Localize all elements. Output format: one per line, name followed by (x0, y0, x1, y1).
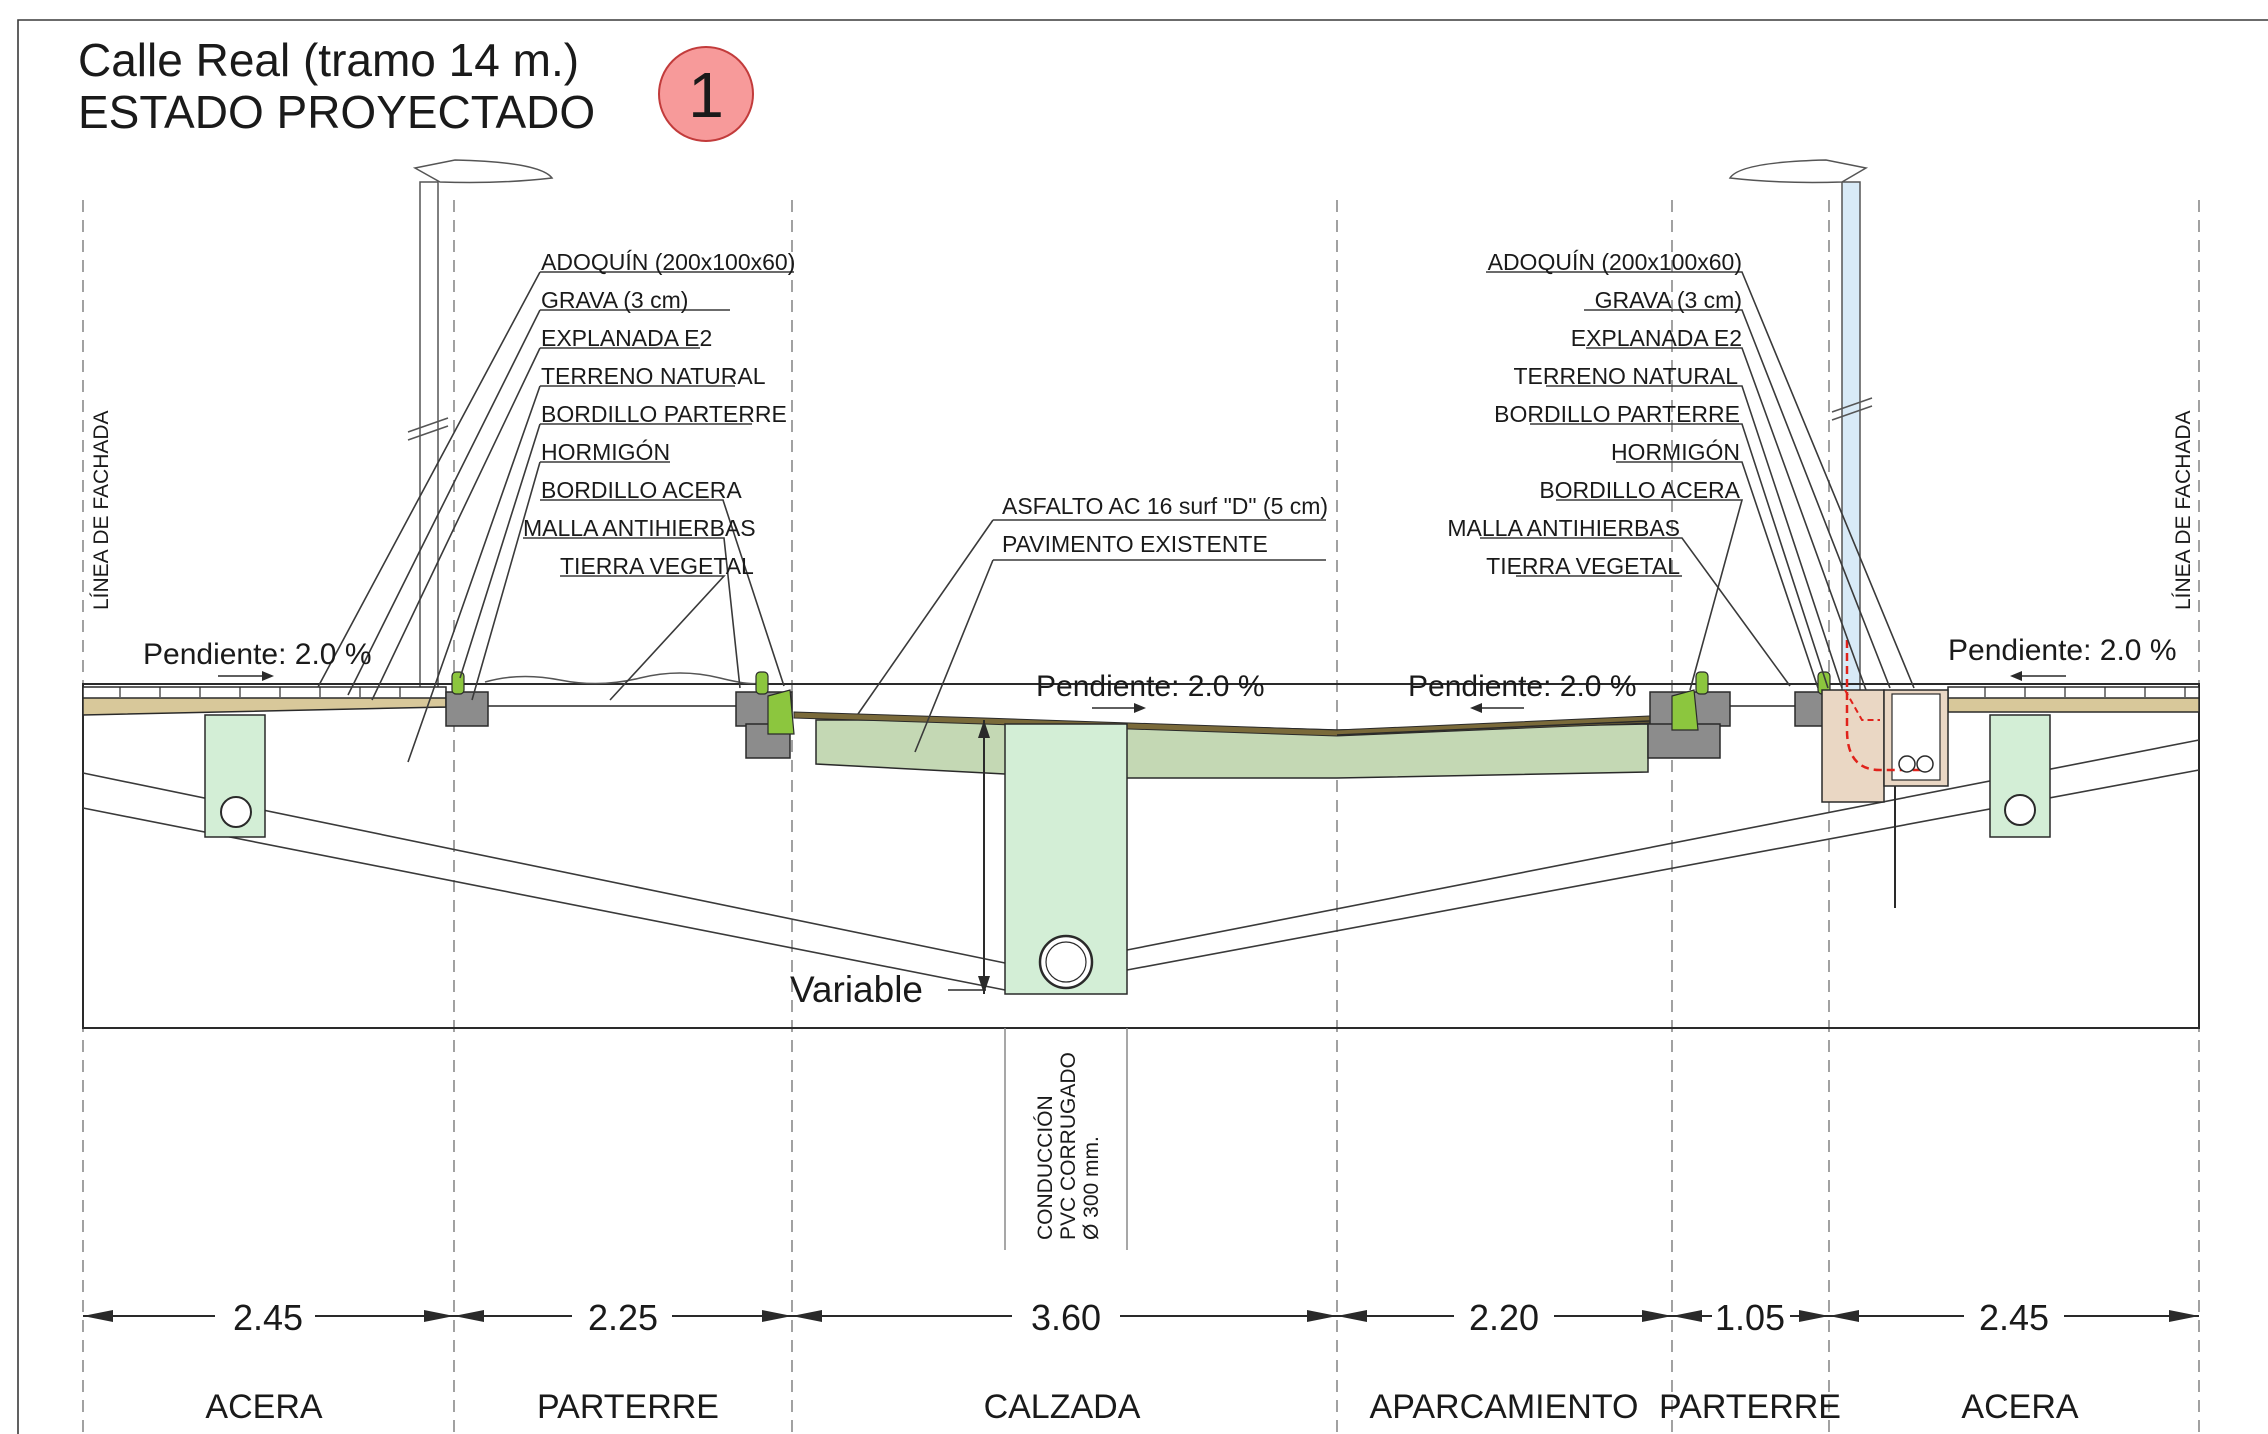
right-curb-green-cap (1695, 671, 1709, 695)
right-pipe-block (1989, 714, 2051, 838)
right-sidewalk-base (1947, 697, 2200, 713)
slope-right-sidewalk: Pendiente: 2.0 % (1948, 634, 2177, 667)
dimension-values: 2.45 2.25 3.60 2.20 1.05 2.45 (215, 1296, 2064, 1338)
dimension-parterre-right: 1.05 (1715, 1297, 1785, 1338)
dimension-aparcamiento: 2.20 (1469, 1297, 1539, 1338)
label-pavimento-existente: PAVIMENTO EXISTENTE (1002, 531, 1268, 557)
zone-labels: ACERA PARTERRE CALZADA APARCAMIENTO PART… (205, 1388, 2078, 1426)
slope-road-left: Pendiente: 2.0 % (1036, 670, 1265, 703)
left-label-malla: MALLA ANTIHIERBAS (523, 515, 756, 541)
conduit-label-3: Ø 300 mm. (1080, 1136, 1103, 1240)
left-sidewalk-base (82, 697, 447, 716)
right-label-tierra: TIERRA VEGETAL (1486, 553, 1680, 579)
zone-parterre-left: PARTERRE (537, 1388, 719, 1426)
zone-calzada: CALZADA (984, 1388, 1141, 1426)
facade-line-label-right: LÍNEA DE FACHADA (2172, 410, 2195, 610)
section-number-badge (658, 46, 754, 142)
slope-left-sidewalk: Pendiente: 2.0 % (143, 638, 372, 671)
conduit-pipe (1038, 934, 1094, 990)
zone-parterre-right: PARTERRE (1659, 1388, 1841, 1426)
left-road-curb-green (767, 689, 795, 735)
sheet-frame (17, 19, 2268, 1434)
zone-acera-right: ACERA (1961, 1388, 2078, 1426)
street-lamp-left (407, 159, 554, 693)
right-label-adoquin: ADOQUÍN (200x100x60) (1488, 249, 1742, 275)
section-number: 1 (688, 59, 724, 131)
right-layer-labels: ADOQUÍN (200x100x60) GRAVA (3 cm) EXPLAN… (1447, 249, 1742, 579)
section-outline (82, 683, 2200, 1029)
axis-lines (82, 200, 2200, 1434)
electrical-box (1821, 640, 1949, 908)
dimension-acera-right: 2.45 (1979, 1297, 2049, 1338)
right-label-grava: GRAVA (3 cm) (1595, 287, 1742, 313)
title-line-2: ESTADO PROYECTADO (78, 86, 595, 138)
slope-road-right: Pendiente: 2.0 % (1408, 670, 1637, 703)
left-label-terreno: TERRENO NATURAL (541, 363, 766, 389)
left-label-grava: GRAVA (3 cm) (541, 287, 688, 313)
facade-line-label-left: LÍNEA DE FACHADA (90, 410, 113, 610)
center-leader-lines (857, 519, 1326, 753)
left-label-bordillo-parterre: BORDILLO PARTERRE (541, 401, 787, 427)
zone-aparcamiento: APARCAMIENTO (1370, 1388, 1639, 1426)
dimension-parterre-left: 2.25 (588, 1297, 658, 1338)
left-parterre-curb-green (451, 671, 465, 695)
right-label-malla: MALLA ANTIHIERBAS (1447, 515, 1680, 541)
variable-label: Variable (790, 969, 923, 1010)
right-label-terreno: TERRENO NATURAL (1514, 363, 1739, 389)
left-pipe-block (204, 714, 266, 838)
conduit-label-2: PVC CORRUGADO (1057, 1052, 1080, 1240)
left-parterre-soil (484, 672, 763, 685)
dimension-calzada: 3.60 (1031, 1297, 1101, 1338)
right-label-bordillo-acera: BORDILLO ACERA (1539, 477, 1740, 503)
left-layer-labels: ADOQUÍN (200x100x60) GRAVA (3 cm) EXPLAN… (523, 249, 795, 579)
conduit-label-1: CONDUCCIÓN (1034, 1095, 1057, 1240)
label-asfalto: ASFALTO AC 16 surf "D" (5 cm) (1002, 493, 1328, 519)
left-label-explanada: EXPLANADA E2 (541, 325, 712, 351)
zone-acera-left: ACERA (205, 1388, 322, 1426)
right-label-hormigon: HORMIGÓN (1611, 439, 1740, 465)
left-parterre-curb (445, 691, 489, 727)
right-label-explanada: EXPLANADA E2 (1571, 325, 1742, 351)
dimension-acera-left: 2.45 (233, 1297, 303, 1338)
left-label-adoquin: ADOQUÍN (200x100x60) (541, 249, 795, 275)
right-leader-lines (1480, 271, 1915, 691)
left-cobble-joints (119, 687, 401, 697)
left-leader-lines (317, 271, 794, 763)
right-label-bordillo-parterre: BORDILLO PARTERRE (1494, 401, 1740, 427)
title-line-1: Calle Real (tramo 14 m.) (78, 34, 579, 86)
dimension-line (83, 1310, 2199, 1322)
left-curb-green-cap (755, 671, 769, 695)
street-lamp-right (1728, 159, 1873, 693)
left-label-bordillo-acera: BORDILLO ACERA (541, 477, 742, 503)
left-label-tierra: TIERRA VEGETAL (560, 553, 754, 579)
right-cobble-joints (1984, 687, 2186, 697)
left-label-hormigon: HORMIGÓN (541, 439, 670, 465)
right-road-curb-green (1671, 689, 1699, 731)
